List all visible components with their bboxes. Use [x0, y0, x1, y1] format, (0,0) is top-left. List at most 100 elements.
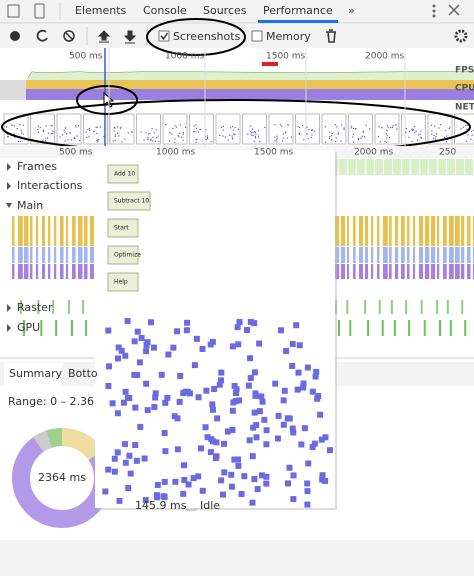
thumbnail-dot: [329, 138, 330, 139]
screenshot-thumbnail: [243, 114, 267, 144]
thumbnail-dot: [206, 139, 207, 140]
popup-button-label[interactable]: Subtract 10: [114, 198, 149, 205]
layout-block: [60, 247, 64, 263]
paint-block: [72, 264, 76, 279]
raster-block: [461, 300, 463, 314]
animated-square: [145, 407, 151, 413]
thumbnail-dot: [169, 140, 170, 141]
thumbnail-dot: [332, 133, 333, 134]
thumbnail-dot: [95, 127, 96, 128]
scripting-block: [407, 216, 410, 246]
animated-square: [319, 477, 325, 483]
animated-square: [115, 410, 121, 416]
thumbnail-dot: [355, 128, 356, 129]
bottom-tab-label[interactable]: Summary: [9, 367, 63, 380]
animated-square: [181, 462, 187, 468]
thumbnail-dot: [180, 124, 181, 125]
animated-square: [246, 383, 252, 389]
animated-square: [134, 458, 140, 464]
tab-label[interactable]: Performance: [263, 4, 333, 17]
animated-square: [180, 390, 186, 396]
memory-checkbox[interactable]: [252, 31, 262, 41]
screenshot-thumbnail: [110, 114, 134, 144]
thumbnail-dot: [152, 140, 153, 141]
thumbnail-dot: [291, 137, 292, 138]
tab-label[interactable]: Console: [143, 4, 187, 17]
thumbnail-dot: [194, 131, 195, 132]
thumbnail-dot: [232, 126, 233, 127]
layout-block: [341, 247, 345, 263]
popup-button-label[interactable]: Add 10: [114, 171, 135, 178]
thumbnail-dot: [308, 129, 309, 130]
thumbnail-dot: [225, 137, 226, 138]
thumbnail-dot: [277, 138, 278, 139]
animated-square: [106, 363, 112, 369]
toolbar-label[interactable]: Memory: [266, 30, 311, 43]
thumbnail-dot: [449, 128, 450, 129]
animated-square: [175, 446, 181, 452]
thumbnail-dot: [43, 131, 44, 132]
layout-block: [377, 247, 379, 263]
raster-block: [379, 300, 381, 314]
bottom-tab-label[interactable]: Botto: [68, 367, 98, 380]
cpu-rendering: [0, 89, 474, 100]
animated-square: [155, 482, 161, 488]
raster-block: [447, 300, 449, 314]
animated-square: [102, 488, 108, 494]
animated-square: [132, 338, 138, 344]
animated-square: [256, 341, 262, 347]
animated-square: [260, 399, 266, 405]
thumbnail-dot: [128, 132, 129, 133]
thumbnail-dot: [185, 127, 186, 128]
thumbnail-dot: [254, 141, 255, 142]
kebab-menu[interactable]: [433, 5, 436, 18]
record-button[interactable]: [10, 31, 20, 41]
tab-label[interactable]: Sources: [203, 4, 247, 17]
paint-block: [383, 264, 388, 279]
thumbnail-dot: [417, 140, 418, 141]
thumbnail-dot: [283, 133, 284, 134]
animated-square: [252, 393, 258, 399]
thumbnail-dot: [121, 141, 122, 142]
screenshot-thumbnail: [375, 114, 399, 144]
animated-square: [263, 481, 269, 487]
thumbnail-dot: [64, 130, 65, 131]
thumbnail-dot: [335, 141, 336, 142]
thumbnail-dot: [255, 137, 256, 138]
thumbnail-dot: [412, 128, 413, 129]
toolbar-label[interactable]: Screenshots: [173, 30, 241, 43]
scripting-block: [30, 216, 32, 246]
scripting-block: [467, 216, 471, 246]
thumbnail-dot: [299, 134, 300, 135]
thumbnail-dot: [74, 137, 75, 138]
tab-label[interactable]: Elements: [75, 4, 127, 17]
popup-button-label[interactable]: Help: [114, 279, 128, 286]
thumbnail-dot: [311, 134, 312, 135]
popup-button-label[interactable]: Optimize: [114, 252, 141, 259]
long-frame-marker: [262, 62, 278, 66]
thumbnail-dot: [181, 137, 182, 138]
thumbnail-dot: [369, 129, 370, 130]
paint-block: [78, 264, 83, 279]
tab-label[interactable]: »: [348, 4, 355, 17]
paint-block: [431, 264, 435, 279]
screenshot-thumbnail: [322, 114, 346, 144]
animated-square: [220, 492, 226, 498]
thumbnail-dot: [285, 132, 286, 133]
thumbnail-dot: [223, 130, 224, 131]
paint-block: [347, 264, 349, 279]
animated-square: [132, 442, 138, 448]
animated-square: [218, 477, 224, 483]
thumbnail-dot: [386, 133, 387, 134]
animated-square: [122, 441, 128, 447]
thumbnail-dot: [62, 134, 63, 135]
popup-button-label[interactable]: Start: [114, 225, 129, 232]
layout-block: [449, 247, 454, 263]
animated-square: [125, 318, 131, 324]
layout-block: [437, 247, 439, 263]
thumbnail-dot: [446, 135, 447, 136]
thumbnail-dot: [303, 139, 304, 140]
thumbnail-dot: [276, 139, 277, 140]
scripting-block: [461, 216, 464, 246]
thumbnail-dot: [51, 125, 52, 126]
